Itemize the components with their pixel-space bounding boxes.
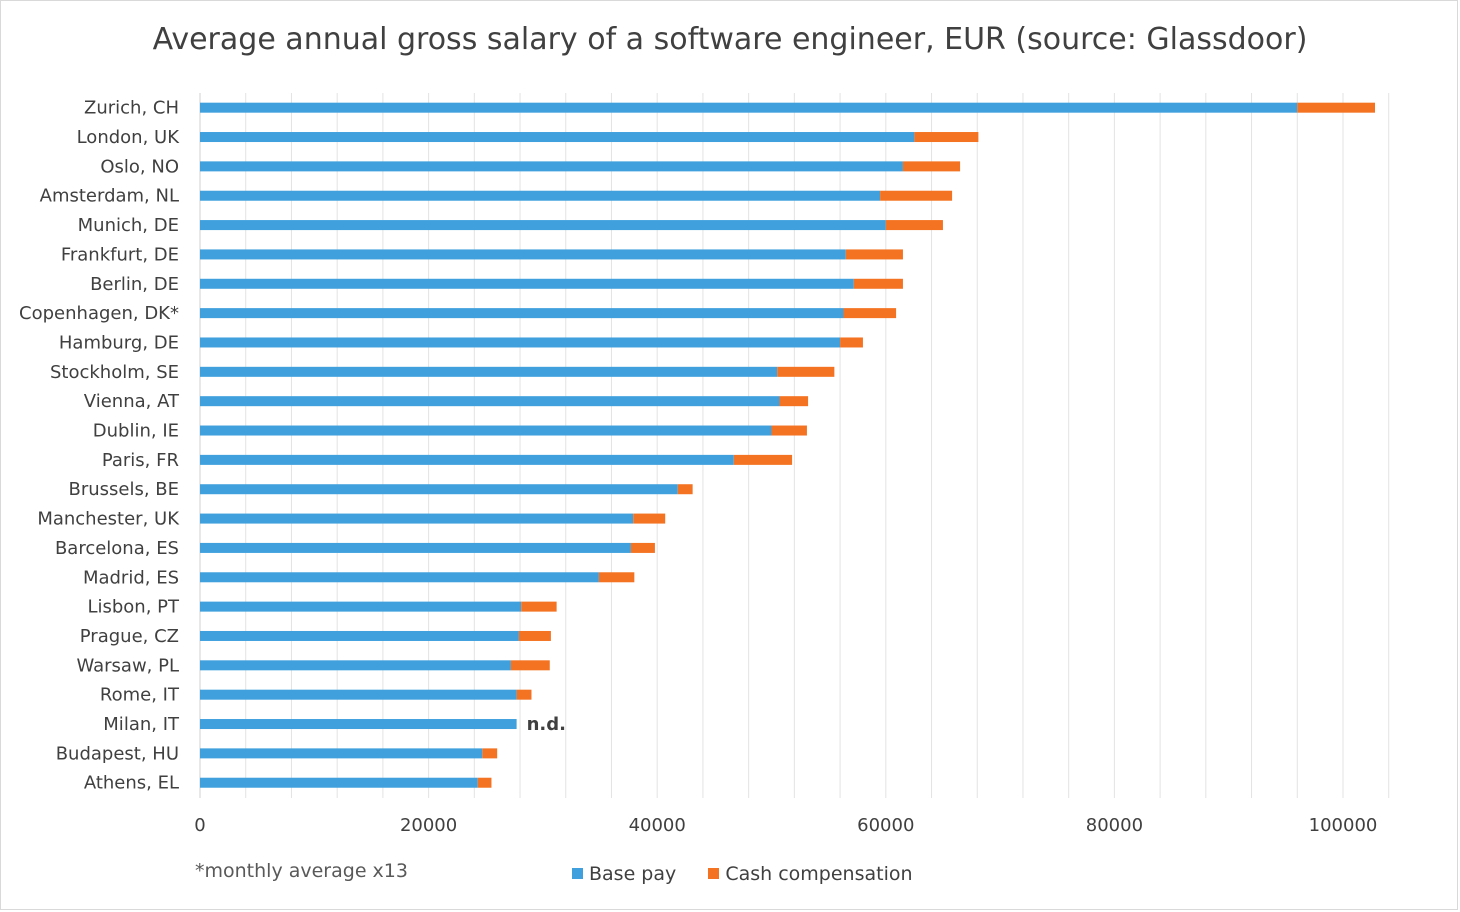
legend-swatch-base-pay bbox=[572, 868, 583, 879]
annotation-milan-it: n.d. bbox=[527, 714, 566, 735]
bar-budapest-hu-cash-compensation bbox=[482, 748, 498, 759]
category-label-dublin-ie: Dublin, IE bbox=[93, 421, 179, 442]
category-label-copenhagen-dk: Copenhagen, DK* bbox=[19, 303, 179, 324]
x-tick-60000: 60000 bbox=[857, 815, 914, 836]
bar-warsaw-pl-cash-compensation bbox=[510, 660, 550, 671]
bar-frankfurt-de-cash-compensation bbox=[845, 249, 903, 260]
legend-item-cash-compensation: Cash compensation bbox=[708, 862, 913, 885]
bar-budapest-hu-base-pay bbox=[200, 748, 483, 759]
category-label-london-uk: London, UK bbox=[77, 127, 181, 148]
category-label-athens-el: Athens, EL bbox=[84, 773, 179, 794]
category-label-stockholm-se: Stockholm, SE bbox=[50, 362, 179, 383]
legend: Base pay Cash compensation bbox=[572, 862, 939, 885]
bar-manchester-uk-cash-compensation bbox=[633, 513, 666, 524]
x-tick-80000: 80000 bbox=[1086, 815, 1143, 836]
bar-munich-de-base-pay bbox=[200, 220, 886, 231]
bar-london-uk-cash-compensation bbox=[914, 132, 979, 143]
x-tick-0: 0 bbox=[194, 815, 205, 836]
bars bbox=[200, 102, 1376, 788]
category-label-munich-de: Munich, DE bbox=[78, 215, 179, 236]
bar-stockholm-se-base-pay bbox=[200, 366, 778, 377]
bar-munich-de-cash-compensation bbox=[885, 220, 943, 231]
bar-paris-fr-base-pay bbox=[200, 454, 734, 465]
bar-barcelona-es-cash-compensation bbox=[630, 542, 655, 553]
footnote: *monthly average x13 bbox=[195, 860, 408, 882]
bar-hamburg-de-cash-compensation bbox=[840, 337, 863, 348]
bar-dublin-ie-cash-compensation bbox=[771, 425, 807, 436]
category-label-brussels-be: Brussels, BE bbox=[68, 479, 179, 500]
category-label-barcelona-es: Barcelona, ES bbox=[55, 538, 179, 559]
legend-item-base-pay: Base pay bbox=[572, 863, 676, 885]
bar-lisbon-pt-cash-compensation bbox=[521, 601, 557, 612]
legend-swatch-cash-compensation bbox=[708, 868, 720, 879]
category-label-frankfurt-de: Frankfurt, DE bbox=[61, 244, 179, 265]
annotations: n.d. bbox=[527, 714, 566, 735]
legend-label-base-pay: Base pay bbox=[589, 862, 677, 885]
category-label-paris-fr: Paris, FR bbox=[102, 450, 179, 471]
bar-prague-cz-base-pay bbox=[200, 630, 519, 641]
x-tick-40000: 40000 bbox=[629, 815, 686, 836]
x-tick-20000: 20000 bbox=[400, 815, 457, 836]
bar-zurich-ch-base-pay bbox=[200, 102, 1298, 113]
category-label-vienna-at: Vienna, AT bbox=[84, 391, 180, 412]
category-label-zurich-ch: Zurich, CH bbox=[84, 98, 179, 119]
category-labels: Zurich, CH London, UK Oslo, NO Amsterdam, N… bbox=[19, 98, 180, 794]
bar-stockholm-se-cash-compensation bbox=[777, 366, 835, 377]
category-label-amsterdam-nl: Amsterdam, NL bbox=[40, 186, 179, 207]
bar-zurich-ch-cash-compensation bbox=[1297, 102, 1376, 113]
category-label-prague-cz: Prague, CZ bbox=[80, 626, 179, 647]
x-tick-100000: 100000 bbox=[1309, 815, 1378, 836]
bar-frankfurt-de-base-pay bbox=[200, 249, 846, 260]
bar-prague-cz-cash-compensation bbox=[518, 630, 551, 641]
bar-vienna-at-cash-compensation bbox=[779, 396, 809, 407]
bar-oslo-no-cash-compensation bbox=[902, 161, 961, 172]
bar-rome-it-cash-compensation bbox=[516, 689, 532, 700]
bar-brussels-be-base-pay bbox=[200, 484, 678, 495]
x-tick-labels: 0 20000 40000 60000 80000 100000 bbox=[194, 815, 1377, 836]
bar-manchester-uk-base-pay bbox=[200, 513, 634, 524]
bar-brussels-be-cash-compensation bbox=[677, 484, 693, 495]
bar-vienna-at-base-pay bbox=[200, 396, 780, 407]
bar-athens-el-cash-compensation bbox=[477, 777, 492, 788]
category-label-oslo-no: Oslo, NO bbox=[100, 156, 179, 177]
bar-london-uk-base-pay bbox=[200, 132, 915, 143]
bar-athens-el-base-pay bbox=[200, 777, 478, 788]
bar-barcelona-es-base-pay bbox=[200, 542, 631, 553]
bar-oslo-no-base-pay bbox=[200, 161, 903, 172]
bar-hamburg-de-base-pay bbox=[200, 337, 841, 348]
bar-rome-it-base-pay bbox=[200, 689, 517, 700]
bar-milan-it-base-pay bbox=[200, 719, 517, 730]
category-label-milan-it: Milan, IT bbox=[103, 714, 180, 735]
bar-madrid-es-cash-compensation bbox=[598, 572, 635, 583]
bar-warsaw-pl-base-pay bbox=[200, 660, 511, 671]
bar-paris-fr-cash-compensation bbox=[733, 454, 793, 465]
bar-amsterdam-nl-base-pay bbox=[200, 190, 881, 201]
category-label-rome-it: Rome, IT bbox=[100, 685, 180, 706]
category-label-hamburg-de: Hamburg, DE bbox=[59, 332, 179, 353]
legend-label-cash-compensation: Cash compensation bbox=[725, 862, 913, 885]
bar-berlin-de-cash-compensation bbox=[853, 278, 903, 289]
category-label-budapest-hu: Budapest, HU bbox=[56, 743, 179, 764]
chart-title: Average annual gross salary of a softwar… bbox=[152, 22, 1308, 57]
bar-amsterdam-nl-cash-compensation bbox=[880, 190, 953, 201]
category-label-madrid-es: Madrid, ES bbox=[83, 567, 179, 588]
gridlines bbox=[199, 93, 1390, 798]
category-label-berlin-de: Berlin, DE bbox=[90, 274, 179, 295]
bar-madrid-es-base-pay bbox=[200, 572, 599, 583]
category-label-lisbon-pt: Lisbon, PT bbox=[87, 597, 180, 618]
bar-lisbon-pt-base-pay bbox=[200, 601, 522, 612]
bar-copenhagen-dk-base-pay bbox=[200, 308, 844, 319]
bar-dublin-ie-base-pay bbox=[200, 425, 772, 436]
bar-berlin-de-base-pay bbox=[200, 278, 854, 289]
category-label-manchester-uk: Manchester, UK bbox=[37, 509, 180, 530]
category-label-warsaw-pl: Warsaw, PL bbox=[76, 655, 179, 676]
bar-copenhagen-dk-cash-compensation bbox=[843, 308, 897, 319]
